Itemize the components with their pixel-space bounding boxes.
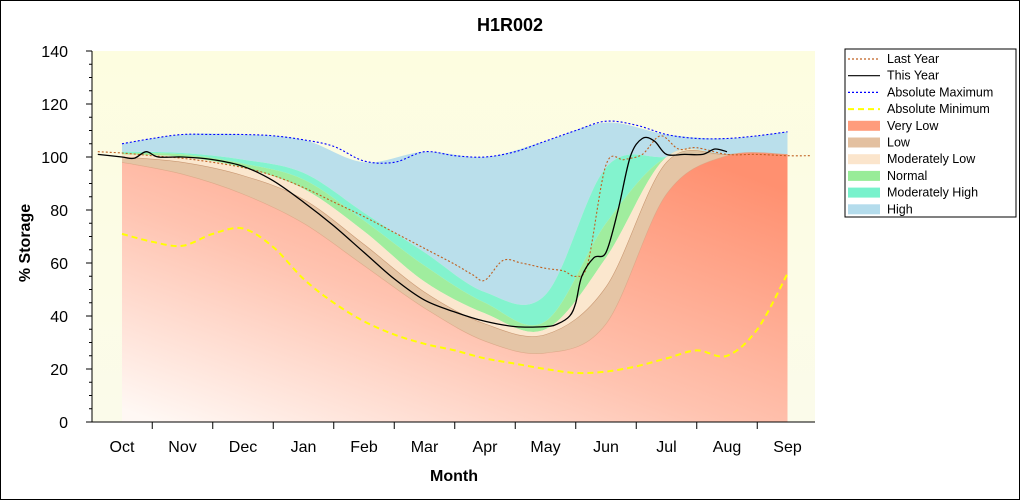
legend-absolute-maximum-label: Absolute Maximum: [887, 85, 993, 99]
x-axis-label: Month: [430, 468, 478, 485]
y-axis-label: % Storage: [17, 204, 34, 282]
legend-low-swatch: [848, 137, 880, 148]
y-tick-label: 20: [50, 362, 68, 379]
x-tick-label: May: [530, 439, 560, 456]
x-tick-label: Jul: [656, 439, 676, 456]
x-tick-label: Nov: [168, 439, 196, 456]
legend-very-low-swatch: [848, 120, 880, 131]
y-tick-label: 0: [59, 415, 68, 432]
x-tick-label: Feb: [350, 439, 378, 456]
legend-high-label: High: [887, 202, 913, 216]
chart-title: H1R002: [477, 15, 543, 35]
legend-low-label: Low: [887, 136, 911, 150]
series-this-year: [97, 136, 728, 328]
y-tick-label: 120: [41, 97, 68, 114]
band-low: [122, 150, 788, 354]
legend-moderately-high-label: Moderately High: [887, 186, 978, 200]
legend-this-year-label: This Year: [887, 69, 939, 83]
legend-normal-swatch: [848, 170, 880, 181]
series-absolute-minimum: [121, 226, 789, 375]
legend-moderately-low-swatch: [848, 154, 880, 165]
x-tick-label: Aug: [713, 439, 741, 456]
x-tick-label: Jan: [291, 439, 317, 456]
x-tick-label: Jun: [593, 439, 619, 456]
legend-moderately-low-label: Moderately Low: [887, 152, 976, 166]
band-very-low-edge: [121, 152, 788, 355]
x-tick-label: Oct: [110, 439, 135, 456]
band-high: [122, 122, 788, 305]
y-tick-label: 80: [50, 203, 68, 220]
x-tick-label: Sep: [773, 439, 802, 456]
y-tick-label: 100: [41, 150, 68, 167]
x-tick-label: Dec: [229, 439, 257, 456]
y-tick-label: 140: [41, 44, 68, 61]
legend-last-year-label: Last Year: [887, 52, 939, 66]
x-tick-label: Apr: [473, 439, 499, 456]
band-normal: [122, 148, 788, 332]
x-tick-label: Mar: [411, 439, 439, 456]
y-tick-label: 40: [50, 309, 68, 326]
band-very-low: [122, 152, 788, 422]
series-absolute-maximum: [121, 120, 788, 164]
legend-moderately-high-swatch: [848, 187, 880, 198]
legend-very-low-label: Very Low: [887, 119, 939, 133]
y-tick-label: 60: [50, 256, 68, 273]
legend-high-swatch: [848, 204, 880, 215]
series-last-year: [97, 135, 812, 282]
legend-absolute-minimum-label: Absolute Minimum: [887, 102, 990, 116]
legend-normal-label: Normal: [887, 169, 927, 183]
